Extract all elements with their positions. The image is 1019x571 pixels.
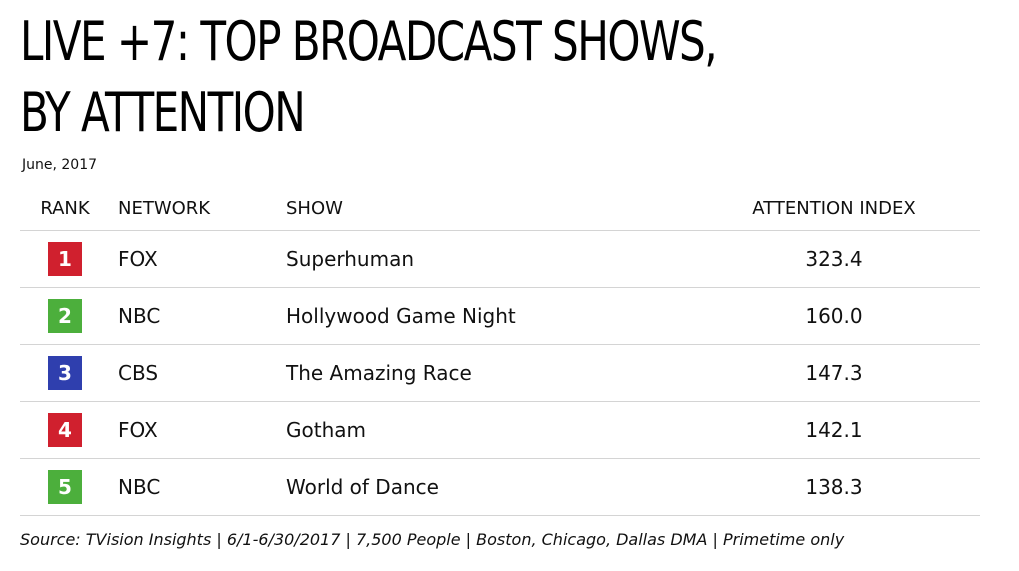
rank-badge: 5 xyxy=(48,470,82,504)
rank-badge: 1 xyxy=(48,242,82,276)
attention-index-cell: 160.0 xyxy=(805,304,863,328)
table-row: 4 FOX Gotham 142.1 xyxy=(20,402,980,459)
table-header-row: RANK NETWORK SHOW ATTENTION INDEX xyxy=(20,186,980,231)
network-cell: FOX xyxy=(118,247,158,271)
rank-cell: 5 xyxy=(20,459,110,515)
rank-cell: 4 xyxy=(20,402,110,458)
table-row: 1 FOX Superhuman 323.4 xyxy=(20,231,980,288)
network-cell: NBC xyxy=(118,475,161,499)
rank-cell: 1 xyxy=(20,231,110,287)
header-attention-index: ATTENTION INDEX xyxy=(752,197,916,219)
network-cell: CBS xyxy=(118,361,159,385)
header-rank: RANK xyxy=(40,197,90,219)
attention-index-cell: 142.1 xyxy=(805,418,863,442)
rank-badge: 3 xyxy=(48,356,82,390)
show-cell: The Amazing Race xyxy=(286,361,472,385)
header-show: SHOW xyxy=(286,197,343,219)
attention-index-cell: 147.3 xyxy=(805,361,863,385)
rank-cell: 2 xyxy=(20,288,110,344)
source-footnote: Source: TVision Insights | 6/1-6/30/2017… xyxy=(20,530,845,549)
network-cell: FOX xyxy=(118,418,158,442)
network-cell: NBC xyxy=(118,304,161,328)
attention-index-cell: 138.3 xyxy=(805,475,863,499)
show-cell: Superhuman xyxy=(286,247,415,271)
show-cell: Hollywood Game Night xyxy=(286,304,516,328)
rankings-table: RANK NETWORK SHOW ATTENTION INDEX 1 FOX … xyxy=(20,186,980,516)
table-row: 2 NBC Hollywood Game Night 160.0 xyxy=(20,288,980,345)
page-subtitle-date: June, 2017 xyxy=(22,157,98,173)
show-cell: Gotham xyxy=(286,418,366,442)
header-network: NETWORK xyxy=(118,197,211,219)
rank-cell: 3 xyxy=(20,345,110,401)
rank-badge: 2 xyxy=(48,299,82,333)
show-cell: World of Dance xyxy=(286,475,439,499)
page-title: LIVE +7: TOP BROADCAST SHOWS, BY ATTENTI… xyxy=(20,10,718,144)
attention-index-cell: 323.4 xyxy=(805,247,863,271)
table-row: 3 CBS The Amazing Race 147.3 xyxy=(20,345,980,402)
table-row: 5 NBC World of Dance 138.3 xyxy=(20,459,980,516)
rank-badge: 4 xyxy=(48,413,82,447)
